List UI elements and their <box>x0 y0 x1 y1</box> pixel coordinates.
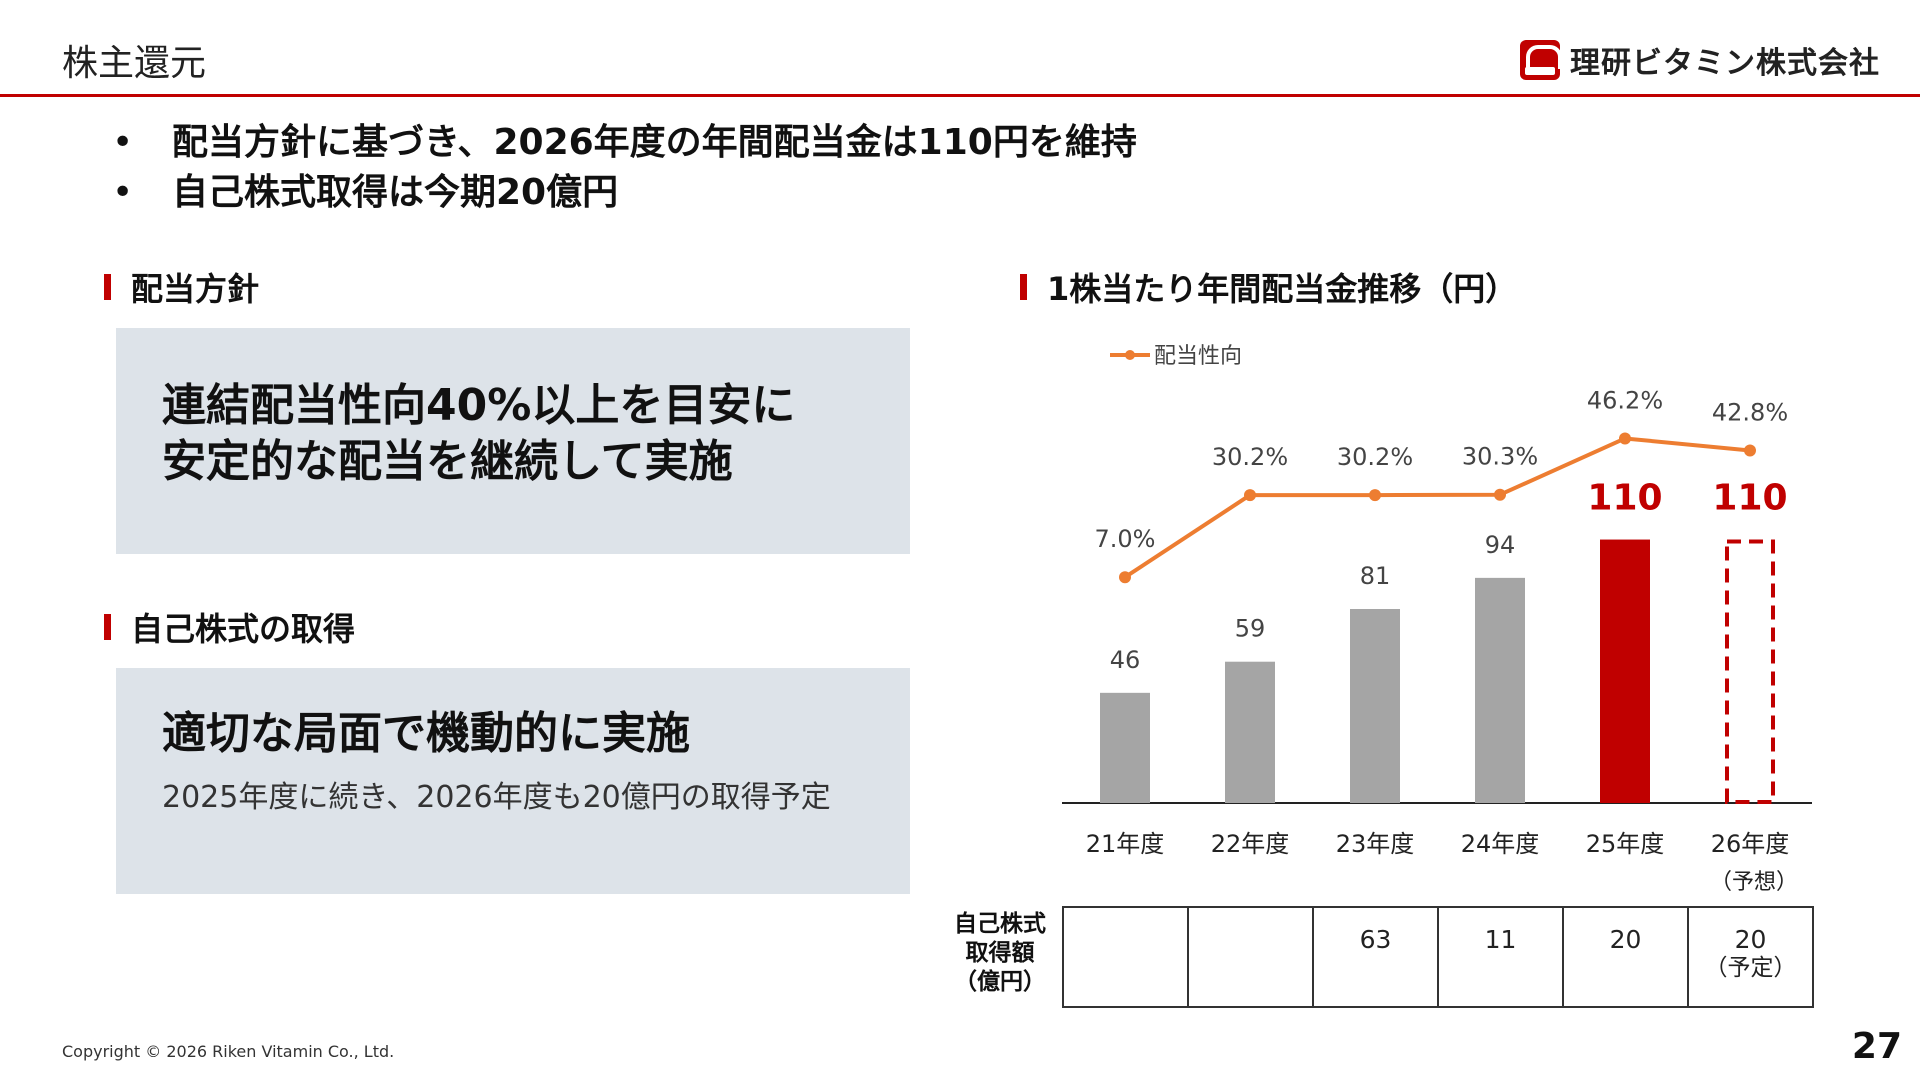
bar-value-label: 81 <box>1360 562 1391 590</box>
ratio-label: 30.2% <box>1337 443 1413 471</box>
bullet-text: 配当方針に基づき、2026年度の年間配当金は110円を維持 <box>172 122 1137 163</box>
section-marker <box>104 274 111 300</box>
x-tick-label: 26年度 <box>1711 830 1790 858</box>
table-cell <box>1064 908 1189 1006</box>
bullet-item: • 自己株式取得は今期20億円 <box>112 168 1137 218</box>
ratio-point <box>1119 571 1131 584</box>
bar <box>1725 539 1775 804</box>
summary-bullets: • 配当方針に基づき、2026年度の年間配当金は110円を維持 • 自己株式取得は今… <box>112 118 1137 218</box>
bar <box>1600 539 1650 803</box>
ratio-label: 42.8% <box>1712 398 1788 426</box>
page-title: 株主還元 <box>62 43 207 84</box>
policy-line-1: 連結配当性向40%以上を目安に <box>162 380 796 431</box>
policy-line-2: 安定的な配当を継続して実施 <box>162 436 733 487</box>
x-tick-label: 22年度 <box>1211 830 1290 858</box>
buyback-sub: 2025年度に続き、2026年度も20億円の取得予定 <box>162 780 831 815</box>
ratio-label: 7.0% <box>1095 525 1156 553</box>
bar <box>1225 661 1275 803</box>
legend-label: 配当性向 <box>1154 344 1242 369</box>
ratio-label: 30.3% <box>1462 443 1538 471</box>
buyback-table-label: 自己株式 取得額 （億円） <box>940 910 1060 997</box>
ratio-point <box>1619 432 1631 445</box>
bullet-item: • 配当方針に基づき、2026年度の年間配当金は110円を維持 <box>112 118 1137 168</box>
x-tick-label: 21年度 <box>1086 830 1165 858</box>
header-divider <box>0 94 1920 97</box>
section-marker <box>104 614 111 640</box>
table-cell <box>1189 908 1314 1006</box>
section-marker <box>1020 274 1027 300</box>
company-name: 理研ビタミン株式会社 <box>1570 46 1880 81</box>
bar-value-label: 46 <box>1110 646 1141 674</box>
label-line: 自己株式 <box>954 911 1046 937</box>
table-cell: 11 <box>1439 908 1564 1006</box>
buyback-main: 適切な局面で機動的に実施 <box>162 708 690 759</box>
dividend-policy-heading: 配当方針 <box>104 264 259 310</box>
bar-value-label: 94 <box>1485 531 1516 559</box>
bullet-text: 自己株式取得は今期20億円 <box>172 172 619 213</box>
copyright: Copyright © 2026 Riken Vitamin Co., Ltd. <box>62 1042 395 1061</box>
ratio-point <box>1494 488 1506 501</box>
ratio-line <box>1123 436 1751 579</box>
bar <box>1350 609 1400 803</box>
ratio-point <box>1244 489 1256 502</box>
ratio-point <box>1744 444 1756 457</box>
table-cell: 20 （予定） <box>1704 925 1797 982</box>
chart-heading: 1株当たり年間配当金推移（円） <box>1020 264 1517 310</box>
x-tick-label: 25年度 <box>1586 830 1665 858</box>
riken-logo-icon <box>1520 40 1562 80</box>
label-line: （億円） <box>954 969 1046 995</box>
buyback-box: 適切な局面で機動的に実施 2025年度に続き、2026年度も20億円の取得予定 <box>116 668 910 894</box>
table-cell: 20 <box>1564 908 1689 1006</box>
chart-title: 1株当たり年間配当金推移（円） <box>1047 270 1518 308</box>
heading-text: 自己株式の取得 <box>131 610 356 648</box>
bar-value-label: 110 <box>1712 478 1787 519</box>
dividend-policy-box: 連結配当性向40%以上を目安に 安定的な配当を継続して実施 <box>116 328 910 554</box>
bar-value-label: 59 <box>1235 615 1266 643</box>
buyback-heading: 自己株式の取得 <box>104 604 355 650</box>
company-logo: 理研ビタミン株式会社 <box>1520 38 1880 82</box>
table-cell: 63 <box>1314 908 1439 1006</box>
buyback-table: 63 11 20 20 （予定） <box>1062 906 1814 1008</box>
page-number: 27 <box>1851 1026 1902 1067</box>
x-tick-note: （予想） <box>1710 870 1798 895</box>
bar-value-label: 110 <box>1587 478 1662 519</box>
x-tick-label: 23年度 <box>1336 830 1415 858</box>
legend-marker <box>1125 350 1135 360</box>
label-line: 取得額 <box>965 940 1035 966</box>
ratio-label: 46.2% <box>1587 386 1663 414</box>
heading-text: 配当方針 <box>131 270 260 308</box>
bar <box>1100 692 1150 803</box>
bar <box>1475 577 1525 803</box>
ratio-label: 30.2% <box>1212 443 1288 471</box>
ratio-point <box>1369 489 1381 502</box>
x-tick-label: 24年度 <box>1461 830 1540 858</box>
